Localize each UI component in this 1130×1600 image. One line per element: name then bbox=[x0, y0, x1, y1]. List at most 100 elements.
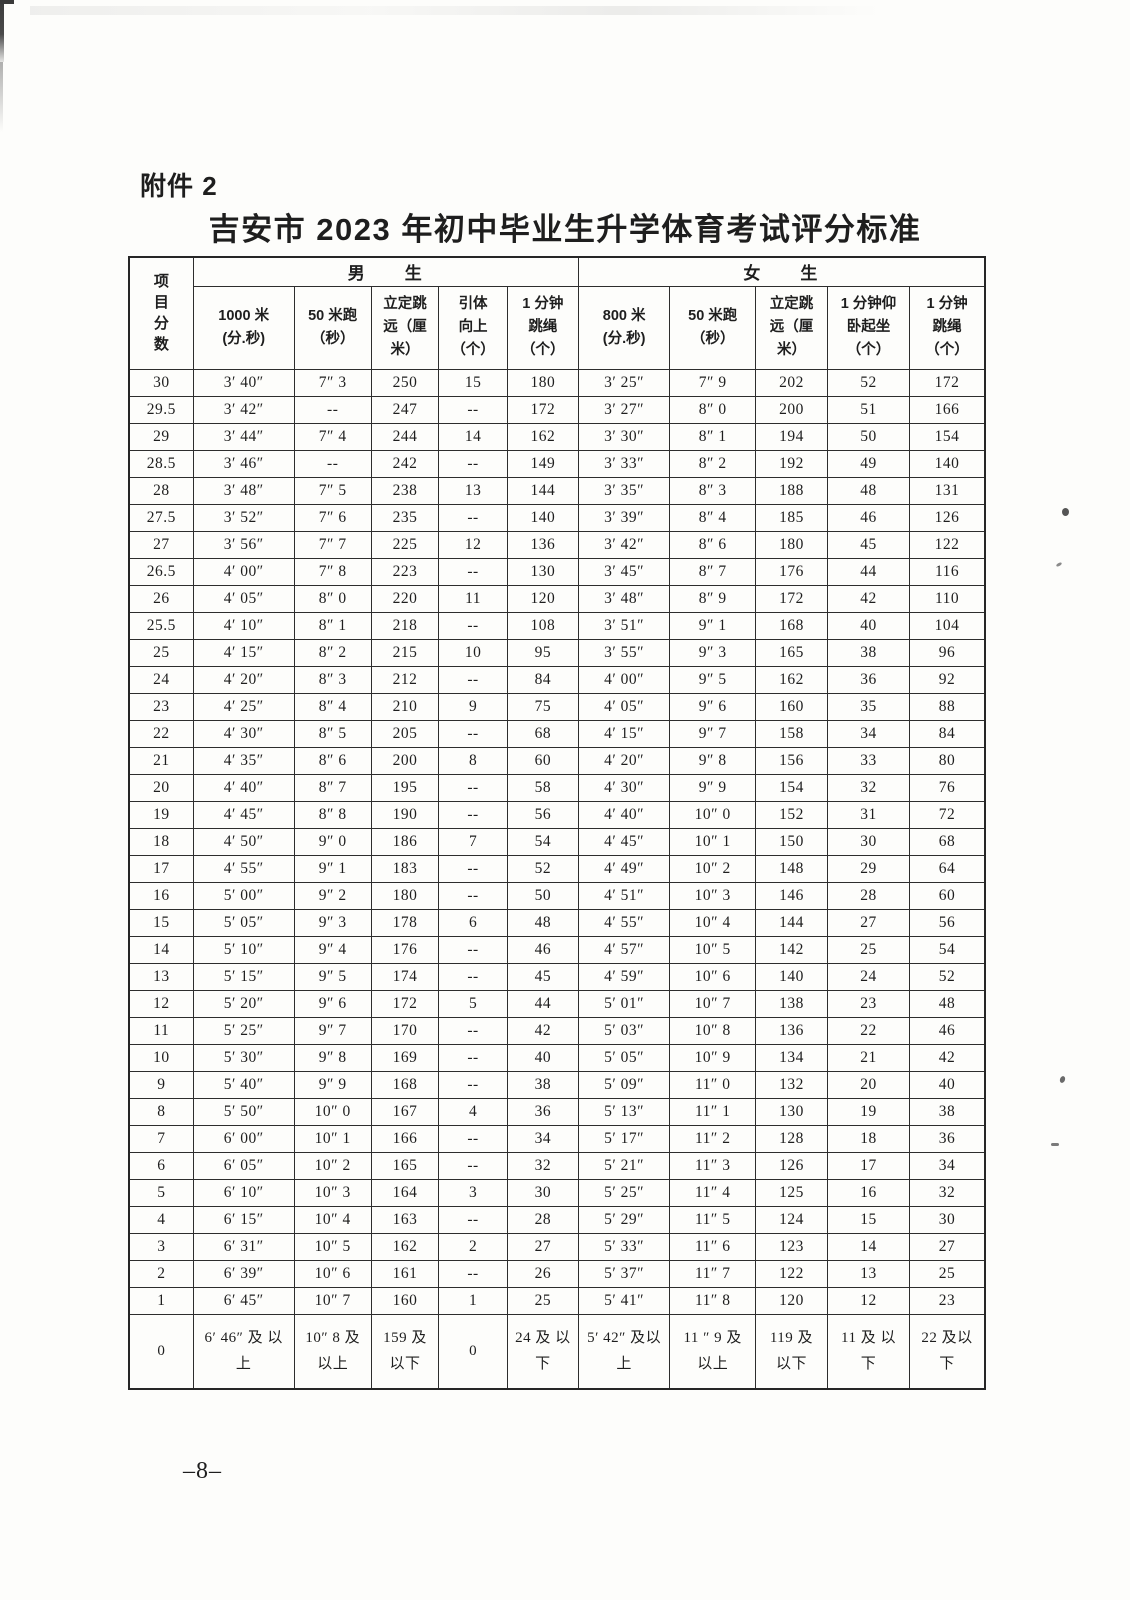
value-cell: 60 bbox=[909, 881, 986, 910]
value-cell: 4′ 57″ bbox=[577, 935, 671, 964]
value-cell: -- bbox=[438, 935, 508, 964]
column-header-male-pullups: 引体 向上 （个） bbox=[438, 285, 508, 370]
value-cell: 5′ 50″ bbox=[192, 1097, 295, 1126]
value-cell: 126 bbox=[755, 1151, 828, 1180]
table-row: 22 4′ 30″ 8″ 5 205 -- 68 4′ 15″ 9″ 7 158 34 84 bbox=[128, 719, 986, 748]
value-cell: 15 bbox=[438, 368, 508, 397]
value-cell: 38 bbox=[909, 1097, 986, 1126]
value-cell: 50 bbox=[826, 422, 911, 451]
value-cell: 20 bbox=[826, 1070, 911, 1099]
table-row: 0 6′ 46″ 及 以上 10″ 8 及以上 159 及 以下 0 24 及 以下 5′ … bbox=[128, 1313, 986, 1390]
value-cell: 190 bbox=[370, 800, 440, 829]
value-cell: 40 bbox=[826, 611, 911, 640]
scan-corner-mark bbox=[0, 0, 14, 4]
value-cell: 176 bbox=[755, 557, 828, 586]
value-cell: 4′ 55″ bbox=[577, 908, 671, 937]
table-row: 5 6′ 10″ 10″ 3 164 3 30 5′ 25″ 11″ 4 125 16 32 bbox=[128, 1178, 986, 1207]
value-cell: 9″ 2 bbox=[293, 881, 372, 910]
value-cell: 10″ 4 bbox=[293, 1205, 372, 1234]
scan-speck bbox=[1055, 561, 1063, 568]
value-cell: 42 bbox=[826, 584, 911, 613]
value-cell: 52 bbox=[826, 368, 911, 397]
value-cell: 8″ 1 bbox=[669, 422, 757, 451]
value-cell: 160 bbox=[755, 692, 828, 721]
column-header-female-situps: 1 分钟仰 卧起坐 （个） bbox=[826, 285, 911, 370]
value-cell: 3′ 35″ bbox=[577, 476, 671, 505]
score-cell: 19 bbox=[128, 800, 194, 829]
value-cell: 161 bbox=[370, 1259, 440, 1288]
value-cell: 9″ 3 bbox=[669, 638, 757, 667]
score-cell: 25.5 bbox=[128, 611, 194, 640]
value-cell: 162 bbox=[755, 665, 828, 694]
value-cell: -- bbox=[438, 1259, 508, 1288]
value-cell: 24 及 以下 bbox=[506, 1313, 579, 1390]
value-cell: 46 bbox=[909, 1016, 986, 1045]
value-cell: 10″ 0 bbox=[669, 800, 757, 829]
value-cell: 7″ 3 bbox=[293, 368, 372, 397]
value-cell: 5′ 17″ bbox=[577, 1124, 671, 1153]
value-cell: 5′ 25″ bbox=[577, 1178, 671, 1207]
value-cell: 5′ 40″ bbox=[192, 1070, 295, 1099]
value-cell: 8″ 1 bbox=[293, 611, 372, 640]
value-cell: 10″ 9 bbox=[669, 1043, 757, 1072]
value-cell: 11″ 4 bbox=[669, 1178, 757, 1207]
scan-speck bbox=[1051, 1143, 1059, 1146]
value-cell: 8″ 6 bbox=[669, 530, 757, 559]
score-cell: 25 bbox=[128, 638, 194, 667]
value-cell: 3′ 55″ bbox=[577, 638, 671, 667]
column-header-male-jump-rope: 1 分钟 跳绳 （个） bbox=[506, 285, 579, 370]
value-cell: -- bbox=[438, 1070, 508, 1099]
value-cell: 4 bbox=[438, 1097, 508, 1126]
value-cell: 56 bbox=[506, 800, 579, 829]
value-cell: 5′ 01″ bbox=[577, 989, 671, 1018]
value-cell: 8″ 4 bbox=[669, 503, 757, 532]
value-cell: 5′ 00″ bbox=[192, 881, 295, 910]
value-cell: 162 bbox=[506, 422, 579, 451]
value-cell: 9″ 1 bbox=[293, 854, 372, 883]
value-cell: 9″ 1 bbox=[669, 611, 757, 640]
value-cell: 31 bbox=[826, 800, 911, 829]
value-cell: 172 bbox=[506, 395, 579, 424]
score-cell: 16 bbox=[128, 881, 194, 910]
value-cell: 11″ 5 bbox=[669, 1205, 757, 1234]
value-cell: 126 bbox=[909, 503, 986, 532]
value-cell: -- bbox=[438, 1043, 508, 1072]
value-cell: 8″ 9 bbox=[669, 584, 757, 613]
value-cell: 28 bbox=[826, 881, 911, 910]
value-cell: 9″ 7 bbox=[669, 719, 757, 748]
value-cell: 35 bbox=[826, 692, 911, 721]
value-cell: 158 bbox=[755, 719, 828, 748]
value-cell: 166 bbox=[909, 395, 986, 424]
value-cell: 8″ 5 bbox=[293, 719, 372, 748]
table-row: 7 6′ 00″ 10″ 1 166 -- 34 5′ 17″ 11″ 2 128 18 36 bbox=[128, 1124, 986, 1153]
value-cell: 4′ 30″ bbox=[577, 773, 671, 802]
value-cell: 84 bbox=[909, 719, 986, 748]
value-cell: 8″ 6 bbox=[293, 746, 372, 775]
value-cell: 119 及 以下 bbox=[755, 1313, 828, 1390]
value-cell: 5′ 05″ bbox=[192, 908, 295, 937]
table-row: 23 4′ 25″ 8″ 4 210 9 75 4′ 05″ 9″ 6 160 35 88 bbox=[128, 692, 986, 721]
value-cell: -- bbox=[438, 611, 508, 640]
score-cell: 7 bbox=[128, 1124, 194, 1153]
score-cell: 23 bbox=[128, 692, 194, 721]
value-cell: 5′ 20″ bbox=[192, 989, 295, 1018]
value-cell: 3′ 46″ bbox=[192, 449, 295, 478]
value-cell: 152 bbox=[755, 800, 828, 829]
table-row: 3 6′ 31″ 10″ 5 162 2 27 5′ 33″ 11″ 6 123 14 27 bbox=[128, 1232, 986, 1261]
value-cell: 7″ 6 bbox=[293, 503, 372, 532]
value-cell: 58 bbox=[506, 773, 579, 802]
attachment-label: 附件 2 bbox=[140, 171, 218, 201]
value-cell: -- bbox=[438, 962, 508, 991]
value-cell: 4′ 15″ bbox=[192, 638, 295, 667]
table-row: 14 5′ 10″ 9″ 4 176 -- 46 4′ 57″ 10″ 5 142 25 54 bbox=[128, 935, 986, 964]
value-cell: 68 bbox=[909, 827, 986, 856]
value-cell: 38 bbox=[506, 1070, 579, 1099]
value-cell: 0 bbox=[438, 1313, 508, 1390]
column-header-female-800m: 800 米 (分.秒) bbox=[577, 285, 671, 370]
value-cell: 122 bbox=[755, 1259, 828, 1288]
value-cell: 22 bbox=[826, 1016, 911, 1045]
value-cell: 80 bbox=[909, 746, 986, 775]
value-cell: 9″ 4 bbox=[293, 935, 372, 964]
value-cell: 9″ 0 bbox=[293, 827, 372, 856]
table-row: 29.5 3′ 42″ -- 247 -- 172 3′ 27″ 8″ 0 200 51 166 bbox=[128, 395, 986, 424]
